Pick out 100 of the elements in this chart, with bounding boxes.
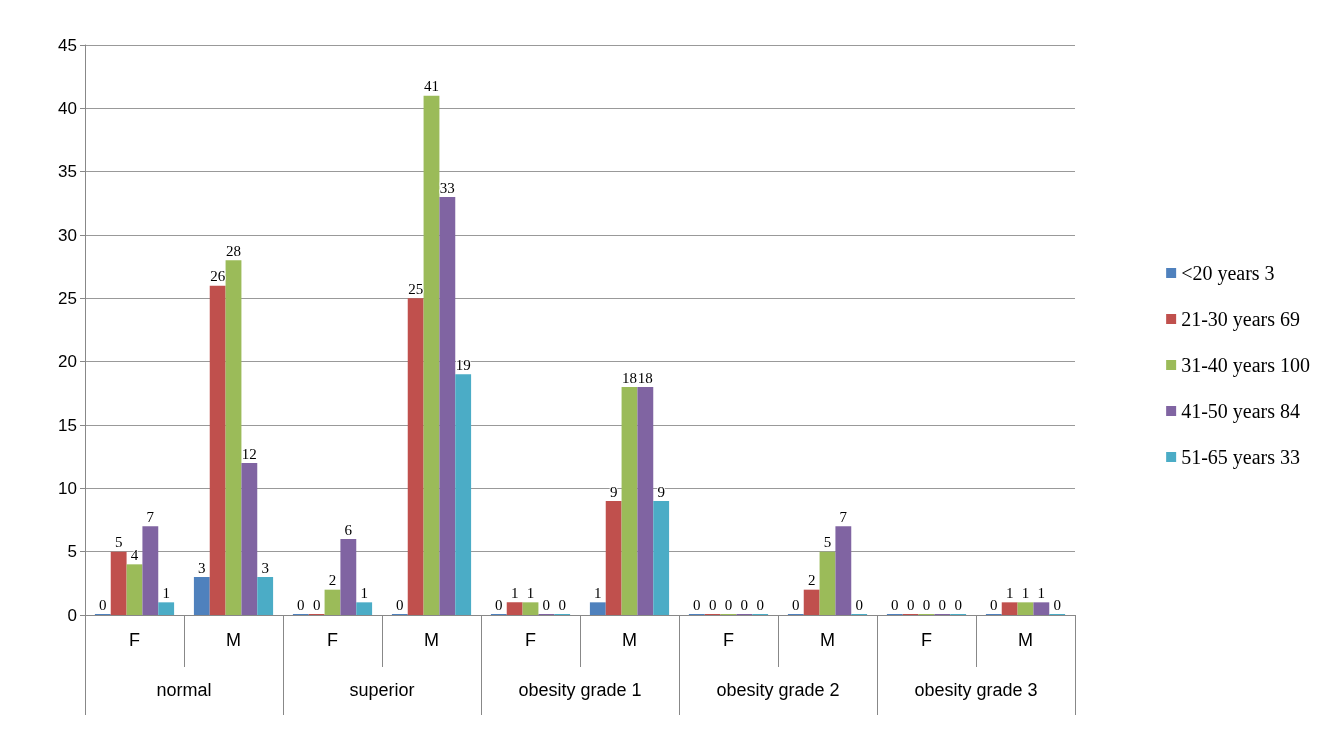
data-label: 0 — [495, 596, 503, 613]
x-tick-label: F — [723, 630, 734, 650]
bar — [1033, 602, 1050, 615]
data-label: 1 — [594, 584, 602, 601]
text: superior — [349, 680, 415, 700]
data-label: 0 — [855, 596, 863, 613]
y-tick-label: 0 — [67, 605, 77, 625]
data-label: 5 — [823, 534, 832, 551]
data-label: 12 — [241, 445, 257, 462]
x-tick-label: M — [820, 630, 835, 650]
bar — [423, 95, 440, 615]
bar — [225, 260, 242, 615]
bar — [257, 577, 274, 615]
data-label: 18 — [637, 369, 653, 386]
data-label: 0 — [990, 596, 998, 613]
x-tick-label: M — [226, 630, 241, 650]
legend-label: 51-65 years 33 — [1181, 446, 1300, 469]
y-tick-label: 5 — [67, 542, 77, 562]
legend-label: 31-40 years 100 — [1181, 354, 1310, 377]
x-tick-label: M — [622, 630, 637, 650]
bar — [1017, 602, 1034, 615]
data-label: 0 — [542, 596, 551, 613]
bar — [589, 602, 606, 615]
bar — [110, 551, 127, 615]
text: normal — [156, 680, 212, 700]
y-tick-label: 30 — [58, 225, 77, 245]
data-label: 1 — [510, 584, 519, 601]
legend-label: 21-30 years 69 — [1181, 308, 1300, 331]
y-tick-label: 45 — [58, 35, 77, 55]
y-tick-label: 10 — [58, 478, 77, 498]
text: obesity grade 2 — [716, 680, 840, 700]
bar — [324, 589, 341, 615]
data-label: 0 — [693, 596, 701, 613]
data-label: 2 — [807, 572, 816, 589]
data-label: 0 — [99, 596, 107, 613]
x-tick-label: F — [921, 630, 932, 650]
data-label: 0 — [297, 596, 305, 613]
x-tick-label: F — [129, 630, 140, 650]
data-label: 0 — [724, 596, 733, 613]
data-label: 9 — [657, 483, 665, 500]
y-tick-label: 20 — [58, 352, 77, 372]
bar — [455, 374, 472, 615]
data-label: 1 — [1021, 584, 1030, 601]
x-tick-label: M — [1018, 630, 1033, 650]
data-label: 26 — [210, 268, 226, 285]
bar — [158, 602, 175, 615]
data-label: 7 — [839, 508, 848, 525]
data-label: 41 — [424, 78, 439, 95]
data-label: 3 — [198, 559, 206, 576]
data-label: 1 — [526, 584, 535, 601]
bar — [193, 577, 210, 615]
data-label: 1 — [162, 584, 170, 601]
y-tick-label: 40 — [58, 98, 77, 118]
data-label: 6 — [344, 521, 353, 538]
data-label: 0 — [891, 596, 899, 613]
bar — [126, 564, 143, 615]
data-label: 0 — [906, 596, 915, 613]
bar — [522, 602, 539, 615]
data-label: 9 — [609, 483, 618, 500]
y-tick-label: 15 — [58, 415, 77, 435]
bar — [653, 501, 670, 615]
x-tick-label: M — [424, 630, 439, 650]
data-label: 1 — [1005, 584, 1014, 601]
bar — [407, 298, 424, 615]
data-label: 4 — [130, 546, 139, 563]
data-label: 3 — [261, 559, 269, 576]
data-label: 0 — [708, 596, 717, 613]
bar — [142, 526, 159, 615]
x-tick-label: F — [525, 630, 536, 650]
bar — [1001, 602, 1018, 615]
bar — [439, 197, 456, 615]
data-label: 0 — [740, 596, 749, 613]
data-label: 0 — [1053, 596, 1061, 613]
y-tick-label: 25 — [58, 288, 77, 308]
data-label: 0 — [938, 596, 947, 613]
data-label: 7 — [146, 508, 155, 525]
x-tick-label: F — [327, 630, 338, 650]
data-label: 25 — [408, 280, 424, 297]
bar — [340, 539, 357, 615]
bar — [506, 602, 523, 615]
y-tick-label: 35 — [58, 162, 77, 182]
data-label: 2 — [328, 572, 337, 589]
data-label: 33 — [439, 179, 455, 196]
data-label: 0 — [756, 596, 764, 613]
data-label: 5 — [114, 534, 123, 551]
text: obesity grade 1 — [518, 680, 642, 700]
data-label: 1 — [1037, 584, 1046, 601]
legend-label: 41-50 years 84 — [1181, 400, 1300, 423]
data-label: 0 — [792, 596, 800, 613]
data-label: 0 — [558, 596, 566, 613]
data-label: 0 — [922, 596, 931, 613]
data-label: 1 — [360, 584, 368, 601]
bar — [803, 589, 820, 615]
bar — [819, 551, 836, 615]
bar — [835, 526, 852, 615]
bar — [621, 387, 638, 615]
bar — [356, 602, 373, 615]
data-label: 0 — [954, 596, 962, 613]
bar — [637, 387, 654, 615]
data-label: 0 — [396, 596, 404, 613]
